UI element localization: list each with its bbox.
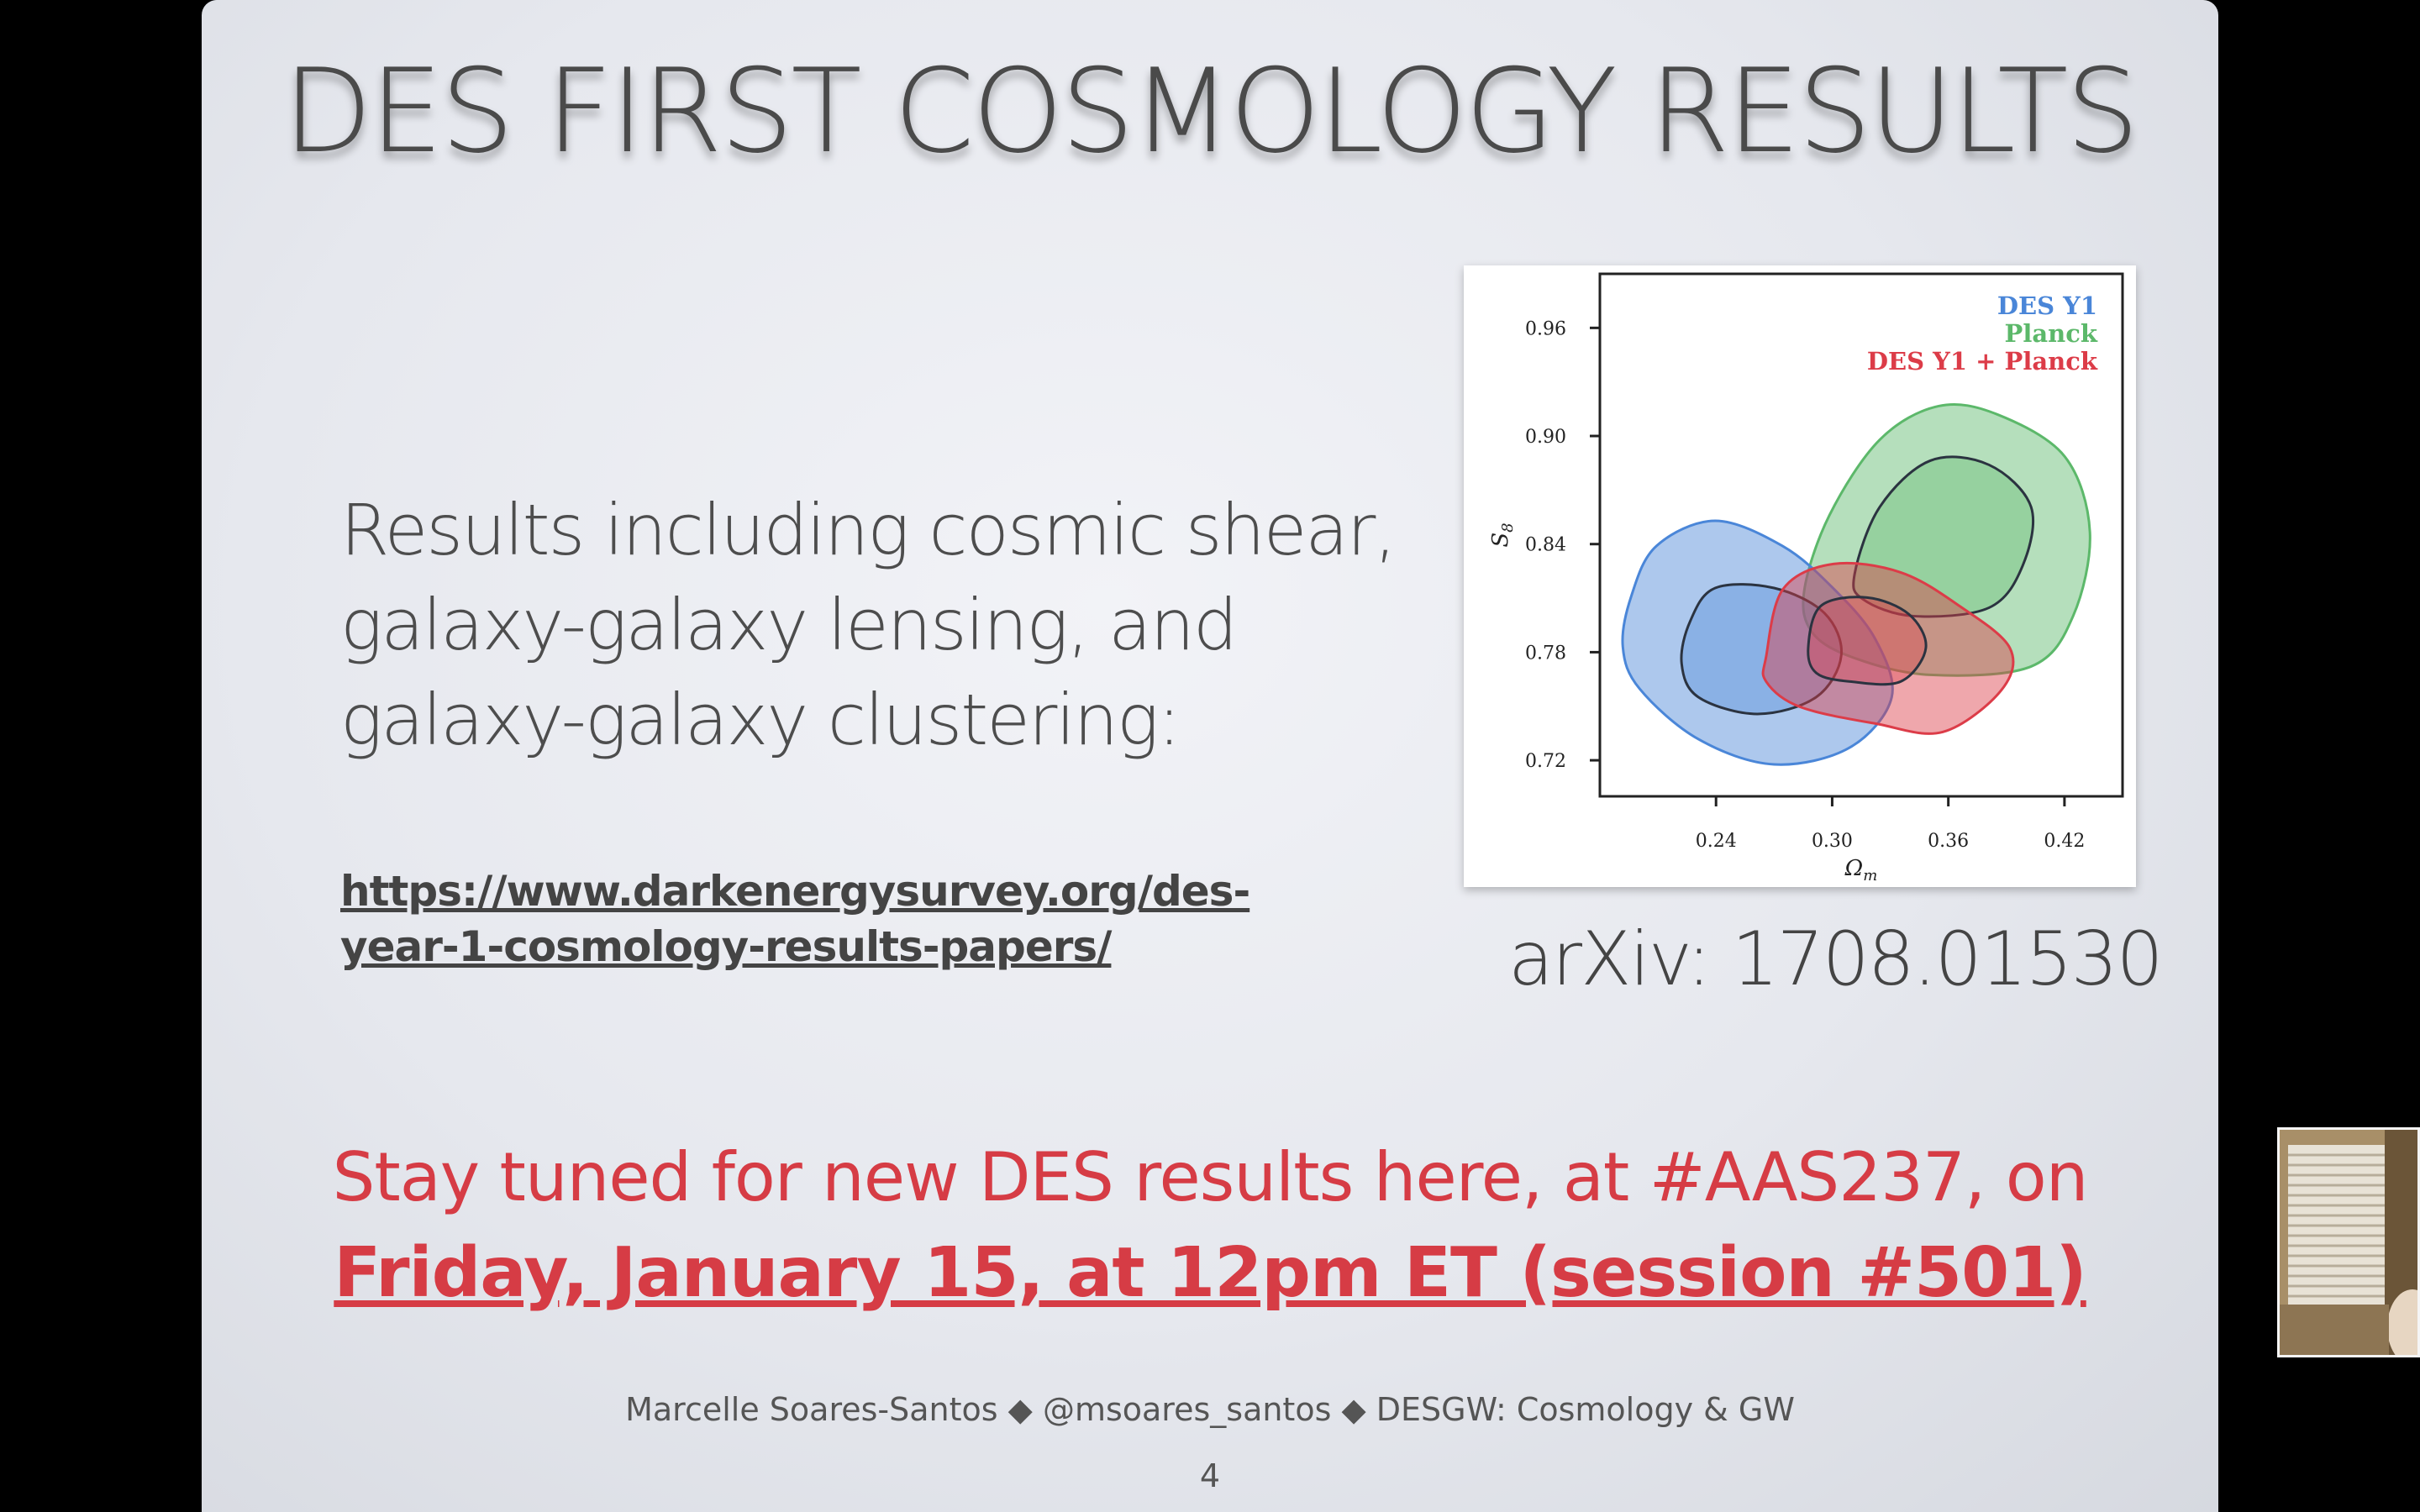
presentation-slide: DES FIRST COSMOLOGY RESULTS Results incl…: [202, 0, 2218, 1512]
link-line[interactable]: year-1-cosmology-results-papers/: [340, 922, 1112, 971]
slide-footer: Marcelle Soares-Santos ◆ @msoares_santos…: [625, 1391, 1795, 1428]
legend-entry: DES Y1: [1997, 291, 2097, 320]
y-tick-label: 0.90: [1525, 427, 1566, 448]
announcement-date: Friday, January 15, at 12pm ET (session …: [334, 1233, 2086, 1313]
body-line: Results including cosmic shear,: [340, 489, 1397, 571]
body-line: galaxy-galaxy lensing, and: [340, 584, 1238, 666]
contour-inner: [1680, 583, 1843, 716]
contour-inner: [1807, 596, 1928, 686]
contour-inner: [1852, 455, 2035, 618]
webcam-thumbnail[interactable]: [2277, 1127, 2420, 1357]
x-tick-label: 0.36: [1928, 831, 1969, 852]
arxiv-reference: arXiv: 1708.01530: [1508, 916, 2164, 1002]
legend-entry: Planck: [2005, 319, 2098, 348]
webcam-image: [2280, 1130, 2417, 1355]
contour-chart: 0.24 0.30 0.36 0.420.720.780.840.900.96 Ωm …: [1488, 272, 2124, 885]
x-tick-label: 0.24: [1696, 831, 1737, 852]
tick-layer: 0.24 0.30 0.36 0.42 0.72 0.78 0.84 0.90 0.96: [1525, 318, 2085, 852]
y-tick-label: 0.84: [1525, 535, 1566, 556]
announcement-line: Stay tuned for new DES results here, at …: [332, 1138, 2089, 1216]
x-tick-label: 0.30: [1812, 831, 1853, 852]
body-line: galaxy-galaxy clustering:: [340, 679, 1181, 761]
page-number: 4: [1199, 1457, 1221, 1494]
y-tick-label: 0.72: [1525, 751, 1566, 772]
contour-outer: [1621, 519, 1894, 766]
contour-figure: 0.24 0.30 0.36 0.42 0.72 0.78 0.84 0.90 0.96 Ωm …: [1464, 265, 2136, 887]
contour-layer: [1621, 403, 2091, 766]
results-link[interactable]: https://www.darkenergysurvey.org/des- ye…: [340, 864, 1433, 974]
x-axis-label: Ωm: [1844, 856, 1878, 885]
slide-title: DES FIRST COSMOLOGY RESULTS: [282, 44, 2139, 179]
y-tick-label: 0.78: [1525, 643, 1566, 664]
plot-frame: [1598, 272, 2124, 798]
y-tick-label: 0.96: [1525, 318, 1566, 339]
legend-entry: DES Y1 + Planck: [1867, 347, 2098, 375]
link-line[interactable]: https://www.darkenergysurvey.org/des-: [340, 867, 1250, 916]
contour-outer: [1802, 403, 2091, 677]
x-tick-label: 0.42: [2044, 831, 2085, 852]
body-text: Results including cosmic shear, galaxy-g…: [340, 483, 1559, 768]
y-axis-label: S8: [1488, 522, 1517, 547]
contour-outer: [1761, 561, 2015, 735]
